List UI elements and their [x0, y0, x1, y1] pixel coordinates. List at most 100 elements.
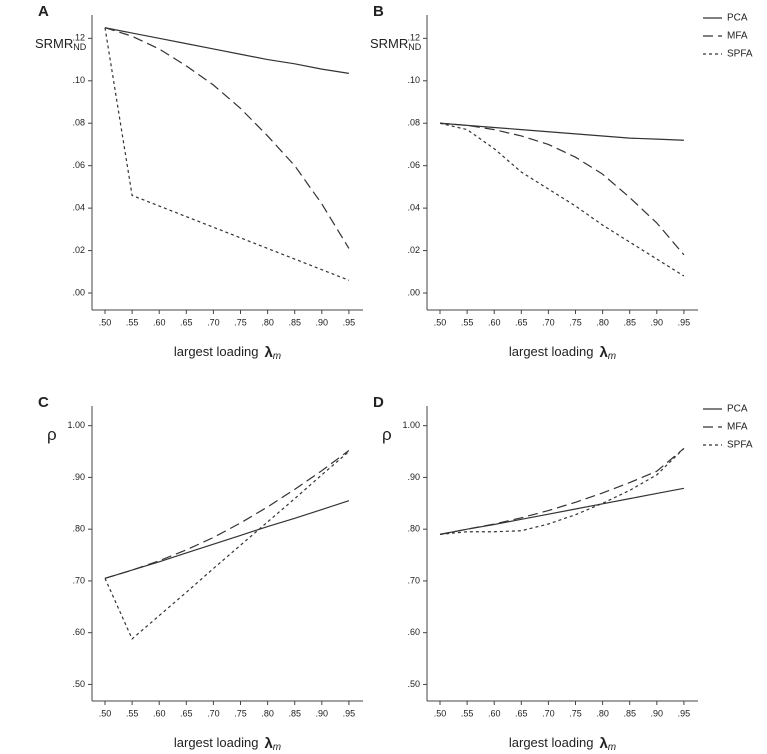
data-line — [439, 448, 685, 535]
x-tick-label: .90 — [651, 708, 664, 718]
x-tick-label: .70 — [207, 708, 220, 718]
y-tick-label: .00 — [407, 287, 420, 297]
x-tick-label: .90 — [651, 317, 664, 327]
x-label-text: largest loading — [509, 344, 594, 359]
x-tick-label: .70 — [207, 317, 220, 327]
x-tick-label: .65 — [180, 317, 193, 327]
x-label-symbol: λ — [599, 344, 608, 361]
y-axis-label: SRMRND — [35, 36, 87, 52]
data-line — [439, 122, 685, 256]
x-label-sub: m — [608, 351, 616, 362]
data-line — [104, 27, 350, 74]
x-tick-label: .50 — [434, 317, 447, 327]
x-tick-label: .75 — [234, 708, 247, 718]
x-tick-label: .85 — [623, 317, 636, 327]
panel-letter: D — [373, 394, 384, 411]
x-tick-label: .75 — [569, 317, 582, 327]
x-tick-label: .95 — [678, 708, 691, 718]
data-line — [439, 447, 685, 535]
x-tick-label: .80 — [261, 708, 274, 718]
x-tick-label: .65 — [515, 708, 528, 718]
x-axis-label: largest loading λm — [509, 735, 616, 753]
data-line — [439, 122, 685, 277]
data-line — [104, 27, 350, 249]
y-tick-label: .08 — [72, 118, 85, 128]
x-tick-label: .55 — [461, 708, 474, 718]
x-axis-label: largest loading λm — [174, 735, 281, 753]
x-tick-label: .95 — [343, 708, 356, 718]
data-line — [439, 122, 684, 141]
y-tick-label: 1.00 — [402, 420, 420, 430]
y-tick-label: .70 — [407, 575, 420, 585]
y-tick-label: .10 — [407, 75, 420, 85]
x-label-symbol: λ — [264, 735, 273, 752]
legend-label: MFA — [727, 31, 748, 42]
x-label-text: largest loading — [509, 735, 594, 750]
y-label-main: ρ — [47, 425, 57, 444]
y-tick-label: .10 — [72, 75, 85, 85]
legend-label: PCA — [727, 13, 748, 24]
panel-letter: A — [38, 3, 49, 20]
y-tick-label: .70 — [72, 575, 85, 585]
data-line — [439, 487, 685, 535]
x-label-symbol: λ — [264, 344, 273, 361]
x-axis-label: largest loading λm — [174, 344, 281, 362]
data-line — [104, 500, 350, 579]
y-tick-label: .04 — [72, 203, 85, 213]
y-tick-label: .02 — [407, 245, 420, 255]
y-tick-label: .06 — [407, 160, 420, 170]
x-label-text: largest loading — [174, 735, 259, 750]
x-tick-label: .75 — [569, 708, 582, 718]
y-tick-label: .50 — [72, 679, 85, 689]
x-tick-label: .90 — [316, 708, 329, 718]
y-tick-label: 1.00 — [67, 420, 85, 430]
legend-label: MFA — [727, 422, 748, 433]
x-tick-label: .85 — [288, 708, 301, 718]
x-tick-label: .55 — [461, 317, 474, 327]
x-tick-label: .80 — [261, 317, 274, 327]
y-tick-label: .00 — [72, 287, 85, 297]
y-label-main: SRMR — [35, 36, 73, 51]
y-label-main: ρ — [382, 425, 392, 444]
y-tick-label: .60 — [407, 627, 420, 637]
x-tick-label: .50 — [99, 317, 112, 327]
x-axis-label: largest loading λm — [509, 344, 616, 362]
y-tick-label: .90 — [407, 472, 420, 482]
x-tick-label: .50 — [99, 708, 112, 718]
y-label-sub: ND — [408, 42, 421, 52]
y-tick-label: .60 — [72, 627, 85, 637]
x-tick-label: .60 — [488, 708, 501, 718]
x-tick-label: .70 — [542, 317, 555, 327]
data-line — [104, 27, 350, 281]
x-tick-label: .85 — [288, 317, 301, 327]
x-label-symbol: λ — [599, 735, 608, 752]
x-tick-label: .95 — [678, 317, 691, 327]
x-label-sub: m — [273, 351, 281, 362]
y-label-sub: ND — [73, 42, 86, 52]
y-axis-label: SRMRND — [370, 36, 422, 52]
y-tick-label: .12 — [407, 33, 420, 43]
legend-label: SPFA — [727, 440, 753, 451]
y-tick-label: .04 — [407, 203, 420, 213]
y-tick-label: .08 — [407, 118, 420, 128]
x-label-text: largest loading — [174, 344, 259, 359]
y-tick-label: .80 — [72, 524, 85, 534]
x-tick-label: .60 — [153, 708, 166, 718]
y-tick-label: .02 — [72, 245, 85, 255]
x-tick-label: .75 — [234, 317, 247, 327]
x-label-sub: m — [273, 742, 281, 753]
x-tick-label: .60 — [488, 317, 501, 327]
data-line — [104, 450, 350, 579]
x-tick-label: .50 — [434, 708, 447, 718]
legend-label: PCA — [727, 404, 748, 415]
x-tick-label: .90 — [316, 317, 329, 327]
x-tick-label: .80 — [596, 708, 609, 718]
y-axis-label: ρ — [47, 425, 57, 444]
x-label-sub: m — [608, 742, 616, 753]
x-tick-label: .95 — [343, 317, 356, 327]
x-tick-label: .65 — [180, 708, 193, 718]
x-tick-label: .80 — [596, 317, 609, 327]
y-tick-label: .50 — [407, 679, 420, 689]
data-line — [104, 451, 350, 640]
